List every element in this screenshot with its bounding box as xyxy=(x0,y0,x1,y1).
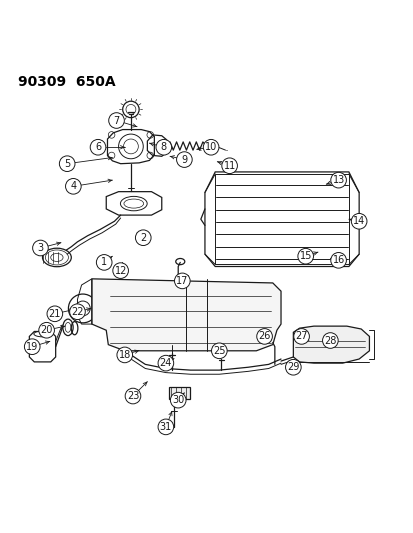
Text: 30: 30 xyxy=(172,395,184,405)
Text: 20: 20 xyxy=(40,325,53,335)
Circle shape xyxy=(96,255,112,270)
Circle shape xyxy=(158,419,173,435)
Circle shape xyxy=(90,140,106,155)
Circle shape xyxy=(125,388,140,404)
Text: 21: 21 xyxy=(49,309,61,319)
Text: 17: 17 xyxy=(176,276,188,286)
Text: 15: 15 xyxy=(299,251,311,261)
Circle shape xyxy=(297,248,313,264)
Text: 4: 4 xyxy=(70,181,76,191)
Text: 12: 12 xyxy=(114,265,126,276)
Circle shape xyxy=(170,392,185,408)
Text: 22: 22 xyxy=(71,306,83,317)
Circle shape xyxy=(135,230,151,246)
Circle shape xyxy=(156,140,171,155)
Circle shape xyxy=(109,112,124,128)
Circle shape xyxy=(65,179,81,194)
Circle shape xyxy=(69,304,85,320)
Text: 3: 3 xyxy=(37,243,43,253)
Polygon shape xyxy=(92,279,280,351)
Circle shape xyxy=(113,263,128,278)
Text: 16: 16 xyxy=(332,255,344,265)
Polygon shape xyxy=(293,326,368,363)
Circle shape xyxy=(330,253,346,268)
Circle shape xyxy=(47,306,62,321)
Text: 6: 6 xyxy=(95,142,101,152)
Text: 27: 27 xyxy=(294,332,307,342)
Text: 9: 9 xyxy=(181,155,187,165)
Text: 10: 10 xyxy=(204,142,217,152)
Text: 26: 26 xyxy=(258,332,270,342)
Text: 11: 11 xyxy=(223,161,235,171)
Text: 7: 7 xyxy=(113,116,119,125)
Text: 18: 18 xyxy=(119,350,131,360)
Text: 90309  650A: 90309 650A xyxy=(18,75,115,90)
Text: 2: 2 xyxy=(140,233,146,243)
Text: 24: 24 xyxy=(159,358,172,368)
Text: 1: 1 xyxy=(101,257,107,268)
Circle shape xyxy=(221,158,237,174)
Text: 8: 8 xyxy=(160,142,166,152)
Circle shape xyxy=(158,356,173,371)
Text: 29: 29 xyxy=(287,362,299,372)
Circle shape xyxy=(256,329,272,344)
Circle shape xyxy=(285,359,300,375)
Text: 31: 31 xyxy=(159,422,171,432)
Circle shape xyxy=(203,140,218,155)
Text: 5: 5 xyxy=(64,159,70,168)
Circle shape xyxy=(351,213,366,229)
Circle shape xyxy=(211,343,227,359)
Text: 14: 14 xyxy=(352,216,364,227)
Circle shape xyxy=(176,152,192,167)
Circle shape xyxy=(24,339,40,354)
Text: 23: 23 xyxy=(126,391,139,401)
Circle shape xyxy=(59,156,75,172)
Text: 25: 25 xyxy=(213,346,225,356)
Circle shape xyxy=(330,172,346,188)
Circle shape xyxy=(39,322,54,338)
Circle shape xyxy=(33,240,48,256)
Circle shape xyxy=(174,273,190,289)
Circle shape xyxy=(293,329,309,344)
Text: 13: 13 xyxy=(332,175,344,185)
Text: 19: 19 xyxy=(26,342,38,352)
Text: 28: 28 xyxy=(323,335,336,345)
Circle shape xyxy=(322,333,337,349)
FancyBboxPatch shape xyxy=(169,386,189,399)
Circle shape xyxy=(116,347,132,363)
